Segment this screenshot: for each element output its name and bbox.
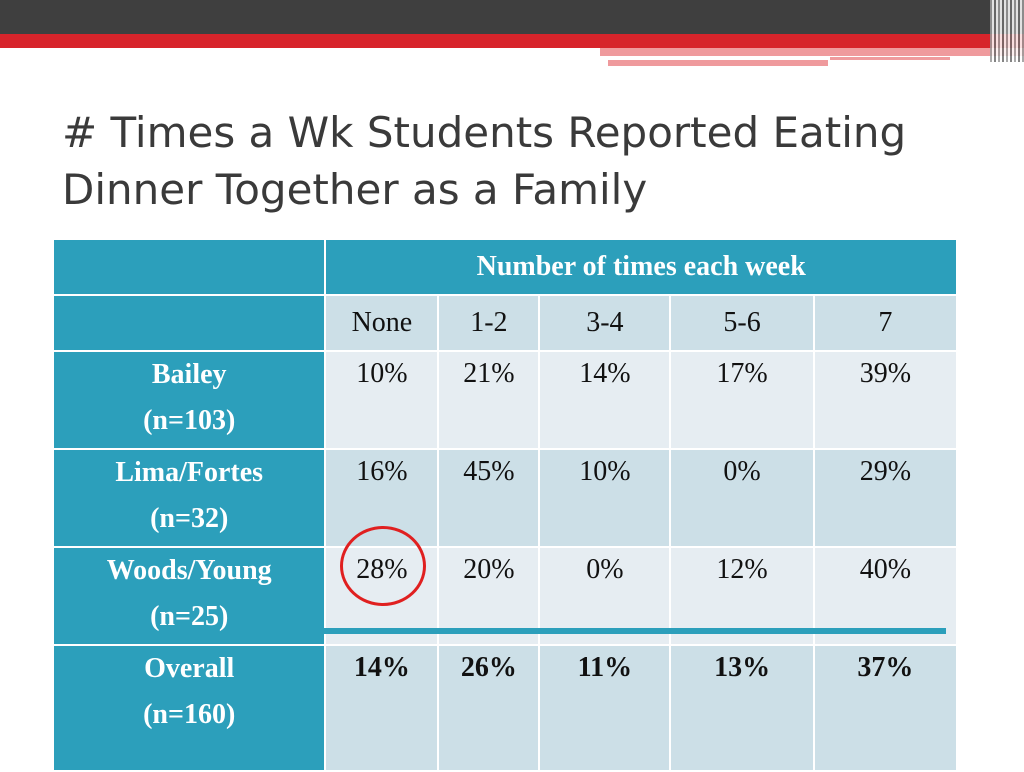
row-label-n: (n=32): [150, 503, 229, 534]
group-header: Number of times each week: [324, 238, 958, 296]
header-band-pink: [600, 48, 1024, 56]
slide-title: # Times a Wk Students Reported Eating Di…: [62, 108, 907, 214]
header-band-pink-short: [608, 60, 828, 66]
row-label-name: Woods/Young: [106, 555, 272, 586]
table-cell-total: 37%: [812, 644, 959, 772]
row-label: Lima/Fortes (n=32): [51, 448, 327, 548]
table-cell-total: 13%: [669, 644, 815, 772]
column-header: None: [324, 294, 440, 352]
row-label: Overall (n=160): [51, 644, 327, 772]
table-cell: 0%: [669, 448, 815, 548]
header-band-pink-thin: [830, 57, 950, 60]
row-label-n: (n=103): [143, 405, 236, 436]
table-cell: 39%: [812, 350, 959, 450]
table-cell-total: 11%: [538, 644, 672, 772]
table-row: Bailey (n=103) 10% 21% 14% 17% 39%: [51, 350, 959, 450]
table-cell-total: 26%: [437, 644, 541, 772]
row-label-name: Overall: [144, 653, 235, 684]
table-cell: 29%: [812, 448, 959, 548]
row-label: Woods/Young (n=25): [51, 546, 327, 646]
table-row: Lima/Fortes (n=32) 16% 45% 10% 0% 29%: [51, 448, 959, 548]
column-header: 7: [812, 294, 959, 352]
table-cell: 17%: [669, 350, 815, 450]
row-label-n: (n=25): [150, 601, 229, 632]
corner-cell: [51, 238, 327, 296]
row-label-name: Lima/Fortes: [115, 457, 264, 488]
separator-line: [324, 628, 946, 634]
column-header: 5-6: [669, 294, 815, 352]
results-table: Number of times each week None 1-2 3-4 5…: [51, 238, 959, 772]
table-header-row: Number of times each week: [51, 238, 958, 296]
table-cell: 10%: [538, 448, 672, 548]
column-header: 1-2: [437, 294, 541, 352]
table-row-total: Overall (n=160) 14% 26% 11% 13% 37%: [51, 644, 959, 772]
highlight-circle: [340, 526, 426, 606]
header-band-dark: [0, 0, 1024, 34]
header-band-stripes: [990, 0, 1024, 62]
table-cell: 14%: [538, 350, 672, 450]
column-header: 3-4: [538, 294, 672, 352]
corner-cell-2: [51, 294, 327, 352]
row-label: Bailey (n=103): [51, 350, 327, 450]
row-label-name: Bailey: [151, 359, 227, 390]
table-cell: 10%: [324, 350, 440, 450]
table-cell: 21%: [437, 350, 541, 450]
row-label-n: (n=160): [143, 699, 236, 730]
table-cell-total: 14%: [324, 644, 440, 772]
table-cell: 45%: [437, 448, 541, 548]
column-header-row: None 1-2 3-4 5-6 7: [51, 294, 959, 352]
header-band-red: [0, 34, 1024, 48]
